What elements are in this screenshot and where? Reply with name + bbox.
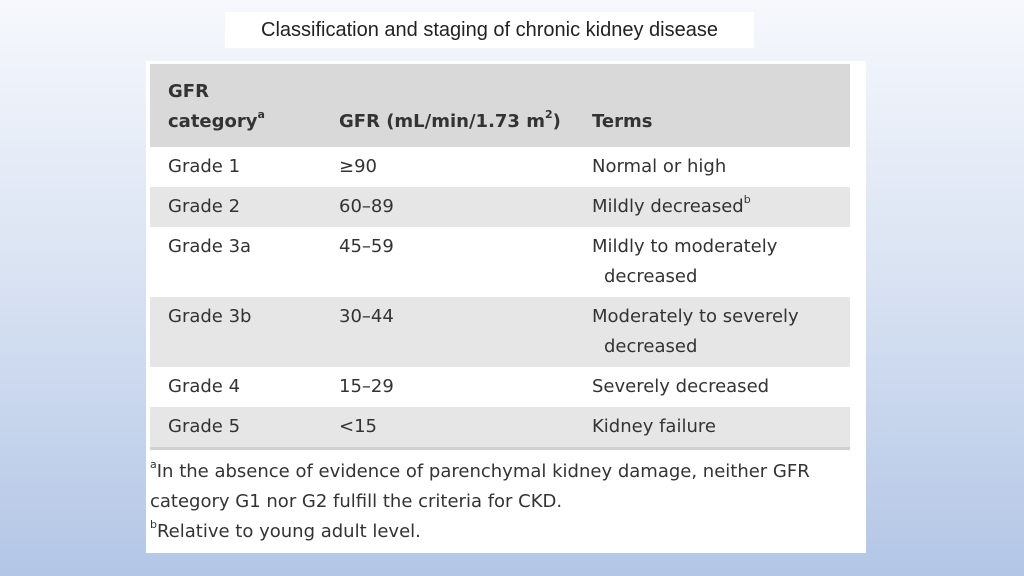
gfr-cell: 60–89 — [339, 196, 394, 217]
terms-text: Kidney failure — [592, 416, 716, 437]
terms-text-line2: decreased — [604, 336, 698, 357]
terms-cell: Severely decreased — [592, 372, 847, 402]
grade-cell: Grade 5 — [168, 416, 241, 437]
terms-cell: Moderately to severely decreased — [592, 302, 847, 362]
table-row: Grade 2 60–89 Mildly decreasedb — [150, 187, 850, 227]
footnote-b: bRelative to young adult level. — [150, 517, 856, 547]
footnote-marker-b: b — [743, 193, 751, 206]
gfr-cell: <15 — [339, 416, 377, 437]
table-bottom-rule — [150, 447, 850, 450]
grade-cell: Grade 2 — [168, 196, 241, 217]
footnote-marker-a: a — [257, 108, 265, 121]
gfr-cell: 30–44 — [339, 306, 394, 327]
table-header-row: GFR categorya GFR (mL/min/1.73 m2) Terms — [150, 64, 850, 147]
grade-cell: Grade 4 — [168, 376, 241, 397]
table-row: Grade 4 15–29 Severely decreased — [150, 367, 850, 407]
terms-cell: Kidney failure — [592, 412, 847, 442]
gfr-cell: 15–29 — [339, 376, 394, 397]
terms-cell: Mildly decreasedb — [592, 192, 847, 222]
header-gfr-category-line2: category — [168, 111, 258, 132]
header-gfr-range: GFR (mL/min/1.73 m2) — [339, 107, 561, 137]
gfr-cell: 45–59 — [339, 236, 394, 257]
footnote-b-text: Relative to young adult level. — [156, 521, 421, 542]
grade-cell: Grade 1 — [168, 156, 241, 177]
terms-text: Normal or high — [592, 156, 727, 177]
header-unit-exponent: 2 — [544, 108, 553, 121]
terms-text-line1: Mildly to moderately — [592, 236, 778, 257]
footnote-a-mark: a — [150, 458, 157, 471]
header-gfr-category: GFR categorya — [168, 77, 265, 137]
terms-cell: Normal or high — [592, 152, 847, 182]
terms-text-line2: decreased — [604, 266, 698, 287]
footnotes: aIn the absence of evidence of parenchym… — [150, 457, 856, 547]
footnote-a-text: In the absence of evidence of parenchyma… — [150, 461, 810, 512]
gfr-cell: ≥90 — [339, 156, 377, 177]
header-gfr-range-label: GFR (mL/min/1.73 m — [339, 111, 545, 132]
ckd-staging-table: GFR categorya GFR (mL/min/1.73 m2) Terms… — [150, 64, 850, 447]
grade-cell: Grade 3b — [168, 306, 252, 327]
table-row: Grade 3a 45–59 Mildly to moderately decr… — [150, 227, 850, 297]
footnote-a: aIn the absence of evidence of parenchym… — [150, 457, 856, 517]
terms-text: Mildly decreased — [592, 196, 744, 217]
terms-cell: Mildly to moderately decreased — [592, 232, 847, 292]
slide-title: Classification and staging of chronic ki… — [225, 12, 754, 48]
header-gfr-range-close: ) — [552, 111, 561, 132]
table-row: Grade 5 <15 Kidney failure — [150, 407, 850, 447]
table-card: GFR categorya GFR (mL/min/1.73 m2) Terms… — [146, 61, 866, 553]
header-gfr-category-line1: GFR — [168, 81, 209, 102]
footnote-b-mark: b — [150, 518, 157, 531]
table-row: Grade 3b 30–44 Moderately to severely de… — [150, 297, 850, 367]
grade-cell: Grade 3a — [168, 236, 252, 257]
header-terms: Terms — [592, 111, 653, 132]
terms-text: Severely decreased — [592, 376, 770, 397]
table-row: Grade 1 ≥90 Normal or high — [150, 147, 850, 187]
terms-text-line1: Moderately to severely — [592, 306, 799, 327]
